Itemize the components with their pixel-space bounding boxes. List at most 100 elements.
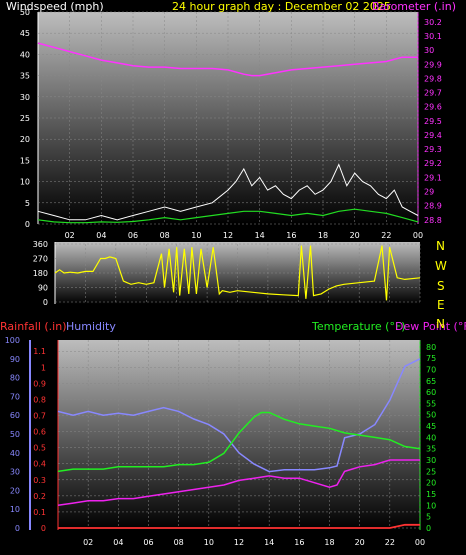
- rain-tick-label: 0.3: [33, 476, 46, 485]
- temp-tick-label: 30: [426, 456, 436, 465]
- temp-tick-label: 70: [426, 365, 436, 374]
- wind-x-tick-label: 16: [286, 231, 296, 240]
- barometer-tick-label: 28.8: [424, 216, 442, 225]
- dir-tick-label: 90: [38, 284, 48, 293]
- bottom-x-tick-label: 04: [113, 538, 123, 547]
- wind-x-tick-label: 02: [65, 231, 75, 240]
- barometer-tick-label: 29.2: [424, 159, 442, 168]
- dir-tick-label: 0: [43, 298, 48, 307]
- humidity-tick-label: 10: [10, 505, 20, 514]
- temp-tick-label: 0: [426, 524, 431, 533]
- wind-x-tick-label: 06: [128, 231, 138, 240]
- wind-x-tick-label: 08: [160, 231, 170, 240]
- temp-tick-label: 20: [426, 479, 436, 488]
- temp-tick-label: 15: [426, 490, 436, 499]
- wind-direction-line: [54, 245, 421, 301]
- temperature-label: Temperature (°F): [311, 320, 406, 333]
- bottom-x-tick-label: 14: [264, 538, 274, 547]
- compass-e: E: [437, 298, 445, 312]
- temp-tick-label: 45: [426, 422, 436, 431]
- wind-tick-label: 0: [25, 220, 30, 229]
- humidity-tick-label: 50: [10, 430, 20, 439]
- graph-title: 24 hour graph day : December 02 2025: [172, 0, 391, 13]
- barometer-tick-label: 30.1: [424, 32, 442, 41]
- wind-x-tick-label: 10: [191, 231, 201, 240]
- wind-tick-label: 30: [20, 93, 30, 102]
- humidity-label: Humidity: [66, 320, 116, 333]
- humidity-tick-label: 0: [15, 524, 20, 533]
- temp-tick-label: 60: [426, 388, 436, 397]
- humidity-tick-label: 60: [10, 411, 20, 420]
- wind-x-tick-label: 14: [255, 231, 265, 240]
- bottom-x-tick-label: 10: [204, 538, 214, 547]
- wind-tick-label: 35: [20, 72, 30, 81]
- bottom-x-tick-label: 08: [174, 538, 184, 547]
- rain-tick-label: 0.6: [33, 428, 46, 437]
- wind-x-tick-label: 18: [318, 231, 328, 240]
- rain-tick-label: 0.7: [33, 412, 46, 421]
- dewpoint-line: [57, 459, 420, 507]
- rain-tick-label: 0: [41, 524, 46, 533]
- barometer-tick-label: 29.9: [424, 60, 442, 69]
- humidity-tick-label: 80: [10, 374, 20, 383]
- rainfall-line: [58, 523, 420, 529]
- temp-tick-label: 10: [426, 501, 436, 510]
- bottom-x-tick-label: 06: [143, 538, 153, 547]
- barometer-tick-label: 29.4: [424, 131, 442, 140]
- windspeed-label: Windspeed (mph): [6, 0, 104, 13]
- compass-n-top: N: [436, 239, 445, 253]
- temp-tick-label: 5: [426, 513, 431, 522]
- wind-tick-label: 40: [20, 50, 30, 59]
- dewpoint-label: Dew Point (°F): [395, 320, 466, 333]
- bottom-x-tick-label: 02: [83, 538, 93, 547]
- wind-tick-label: 45: [20, 29, 30, 38]
- temp-tick-label: 25: [426, 467, 436, 476]
- temperature-line: [57, 411, 421, 473]
- humidity-tick-label: 40: [10, 449, 20, 458]
- wind-tick-label: 10: [20, 178, 30, 187]
- humidity-tick-label: 100: [5, 336, 20, 345]
- rain-tick-label: 0.5: [33, 444, 46, 453]
- temp-tick-label: 50: [426, 411, 436, 420]
- barometer-tick-label: 30: [424, 46, 434, 55]
- barometer-label: Barometer (.in): [372, 0, 456, 13]
- barometer-tick-label: 29.3: [424, 145, 442, 154]
- rain-tick-label: 0.9: [33, 379, 46, 388]
- rain-tick-label: 0.2: [33, 492, 46, 501]
- wind-x-tick-label: 00: [413, 231, 423, 240]
- wind-avg-line: [37, 208, 419, 224]
- rain-tick-label: 1: [41, 363, 46, 372]
- temp-tick-label: 35: [426, 445, 436, 454]
- rain-tick-label: 1.1: [33, 347, 46, 356]
- temp-tick-label: 75: [426, 354, 436, 363]
- temp-tick-label: 40: [426, 433, 436, 442]
- bottom-x-tick-label: 22: [385, 538, 395, 547]
- compass-s: S: [437, 279, 445, 293]
- rain-tick-label: 0.1: [33, 508, 46, 517]
- wind-x-tick-label: 22: [381, 231, 391, 240]
- humidity-tick-label: 30: [10, 468, 20, 477]
- temp-tick-label: 55: [426, 399, 436, 408]
- wind-tick-label: 15: [20, 156, 30, 165]
- temp-tick-label: 65: [426, 377, 436, 386]
- wind-tick-label: 25: [20, 114, 30, 123]
- dir-tick-label: 360: [33, 240, 48, 249]
- bottom-x-tick-label: 18: [324, 538, 334, 547]
- barometer-tick-label: 29.6: [424, 103, 442, 112]
- barometer-tick-label: 29.7: [424, 89, 442, 98]
- bottom-x-tick-label: 20: [355, 538, 365, 547]
- wind-x-tick-label: 20: [350, 231, 360, 240]
- bottom-x-tick-label: 12: [234, 538, 244, 547]
- wind-x-tick-label: 12: [223, 231, 233, 240]
- bottom-x-tick-label: 16: [294, 538, 304, 547]
- wind-tick-label: 5: [25, 199, 30, 208]
- barometer-tick-label: 28.9: [424, 202, 442, 211]
- temp-tick-label: 80: [426, 343, 436, 352]
- humidity-tick-label: 20: [10, 486, 20, 495]
- barometer-tick-label: 29: [424, 187, 434, 196]
- humidity-tick-label: 90: [10, 355, 20, 364]
- compass-n-bottom: N: [436, 317, 445, 331]
- rain-tick-label: 0.4: [33, 460, 46, 469]
- dir-tick-label: 270: [33, 255, 48, 264]
